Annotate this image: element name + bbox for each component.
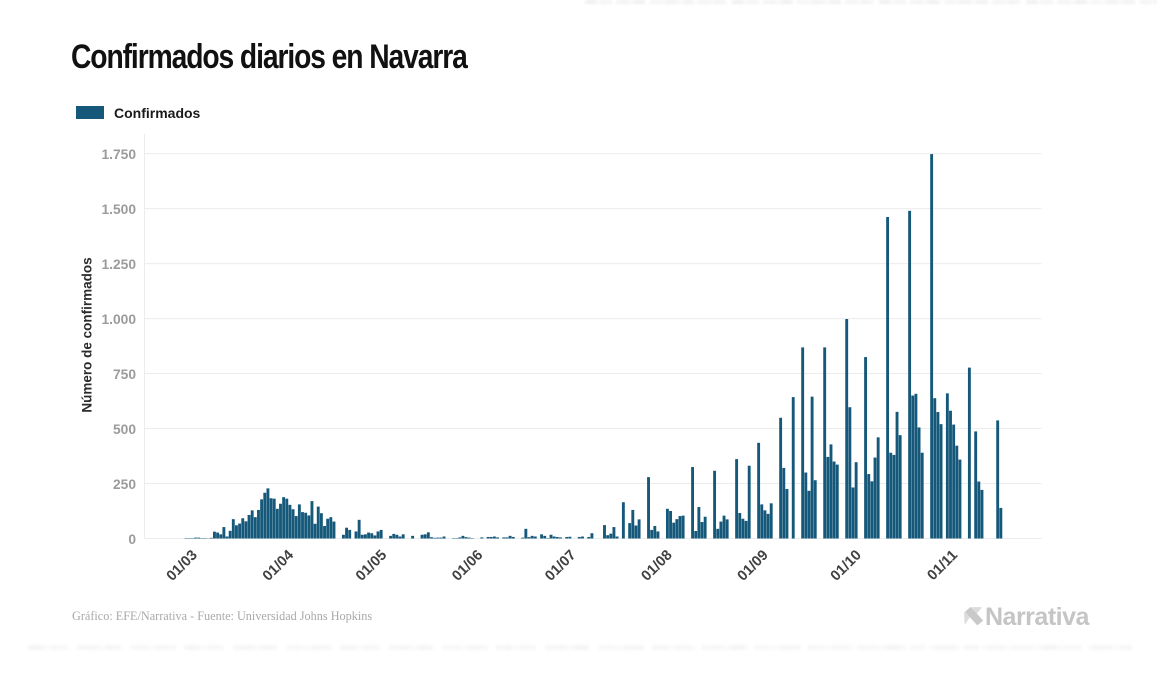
svg-text:1.000: 1.000 xyxy=(101,312,136,327)
svg-text:01/07: 01/07 xyxy=(542,547,579,584)
svg-text:1.750: 1.750 xyxy=(101,147,136,162)
svg-text:750: 750 xyxy=(113,367,136,382)
svg-text:01/03: 01/03 xyxy=(164,547,201,584)
svg-text:01/09: 01/09 xyxy=(735,547,772,584)
svg-text:500: 500 xyxy=(113,422,136,437)
svg-text:250: 250 xyxy=(113,477,136,492)
svg-text:01/08: 01/08 xyxy=(639,547,676,584)
svg-text:1.500: 1.500 xyxy=(101,202,136,217)
svg-text:0: 0 xyxy=(128,532,136,547)
svg-text:01/06: 01/06 xyxy=(449,547,486,584)
svg-text:1.250: 1.250 xyxy=(101,257,136,272)
svg-text:01/04: 01/04 xyxy=(260,547,298,585)
svg-text:01/11: 01/11 xyxy=(924,547,961,584)
svg-text:01/05: 01/05 xyxy=(353,547,390,584)
svg-text:01/10: 01/10 xyxy=(828,547,865,584)
